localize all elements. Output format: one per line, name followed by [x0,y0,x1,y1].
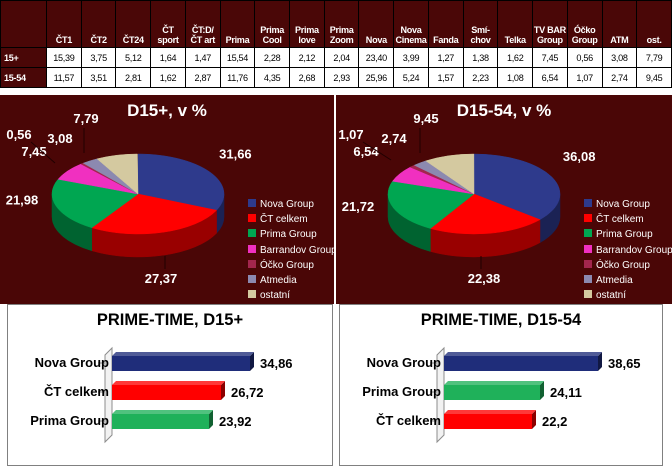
svg-text:36,08: 36,08 [563,149,596,164]
svg-text:27,37: 27,37 [145,271,178,286]
svg-text:21,98: 21,98 [6,193,39,208]
svg-text:38,65: 38,65 [608,356,641,371]
svg-text:31,66: 31,66 [219,147,252,162]
svg-text:26,72: 26,72 [231,385,264,400]
svg-text:22,2: 22,2 [542,414,567,429]
svg-text:3,08: 3,08 [47,131,72,146]
svg-text:24,11: 24,11 [550,385,582,400]
svg-text:2,74: 2,74 [381,131,407,146]
svg-text:6,54: 6,54 [353,144,379,159]
svg-text:1,07: 1,07 [338,127,363,142]
svg-text:34,86: 34,86 [260,356,293,371]
svg-text:7,45: 7,45 [21,144,46,159]
svg-text:0,56: 0,56 [6,127,31,142]
svg-text:21,72: 21,72 [342,199,375,214]
svg-text:23,92: 23,92 [219,414,252,429]
svg-text:22,38: 22,38 [468,271,501,286]
